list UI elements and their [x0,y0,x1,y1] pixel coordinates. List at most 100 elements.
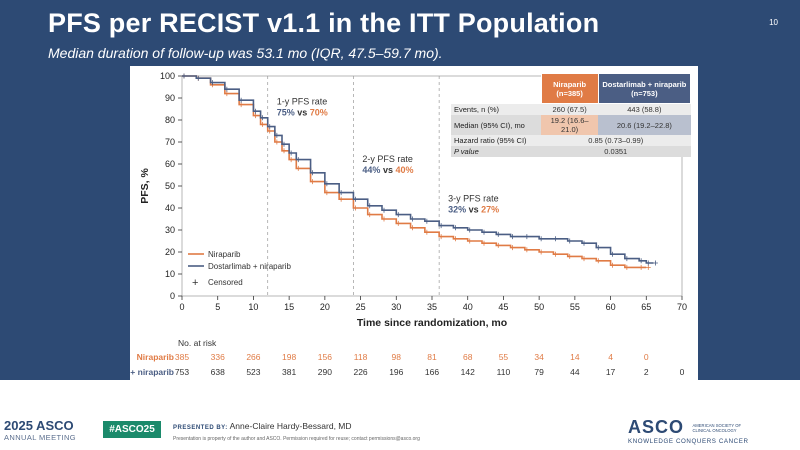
at-risk-value: 753 [175,367,189,377]
at-risk-value: 638 [211,367,225,377]
censor-mark [238,102,244,108]
censor-mark [552,236,558,242]
km-curve-dostarlimab [182,75,654,264]
at-risk-value: 4 [608,352,613,362]
censor-mark [481,240,487,246]
censor-mark [524,247,530,253]
stats-label: Median (95% CI), mo [451,115,541,135]
annotation-rate-part: 75% [277,108,295,118]
stats-value-niraparib: 19.2 (16.6–21.0) [541,115,599,135]
annotation-label: 3-y PFS rate [448,193,499,203]
y-tick-label: 60 [165,159,175,169]
slide-number: 10 [769,18,778,27]
at-risk-value: 196 [389,367,403,377]
at-risk-value: 198 [282,352,296,362]
stats-row-hazard-ratio: Hazard ratio (95% CI) 0.85 (0.73–0.99) [451,135,691,146]
censor-mark [410,225,416,231]
asco-wordmark: ASCO [628,417,685,437]
annotation-rate-part: vs [380,165,395,175]
censor-mark [510,234,516,240]
annotation-rate-part: vs [466,204,481,214]
x-tick-label: 70 [677,302,687,312]
annotation-rates: 75% vs 70% [277,108,328,118]
censor-mark [410,216,416,222]
y-tick-label: 90 [165,93,175,103]
censor-mark [481,229,487,235]
censor-mark [295,165,301,171]
censor-mark [288,157,294,163]
censor-mark [310,179,316,185]
x-tick-label: 55 [570,302,580,312]
at-risk-value: 34 [534,352,544,362]
asco-tagline: KNOWLEDGE CONQUERS CANCER [628,438,749,445]
censor-mark [238,97,244,103]
stats-value-dostarlimab: 20.6 (19.2–22.8) [598,115,691,135]
annotation-label: 2-y PFS rate [362,154,413,164]
censor-mark [288,150,294,156]
y-tick-label: 40 [165,203,175,213]
censor-mark [224,91,230,97]
censor-mark [295,157,301,163]
y-tick-label: 30 [165,225,175,235]
x-tick-label: 5 [215,302,220,312]
at-risk-value: 17 [606,367,616,377]
at-risk-value: 381 [282,367,296,377]
x-tick-label: 0 [179,302,184,312]
annotation-label: 1-y PFS rate [277,97,328,107]
stats-value-niraparib: 260 (67.5) [541,103,599,115]
at-risk-value: 266 [246,352,260,362]
annotation-rate-part: 27% [481,204,499,214]
at-risk-value: 0 [680,367,685,377]
censor-mark [274,132,280,138]
censor-mark [324,181,330,187]
censor-mark [567,253,573,259]
censor-mark [424,218,430,224]
stats-label: Hazard ratio (95% CI) [451,135,541,146]
at-risk-value: 290 [318,367,332,377]
y-tick-label: 100 [160,71,175,81]
stats-row-events: Events, n (%) 260 (67.5) 443 (58.8) [451,103,691,115]
censor-mark [624,256,630,262]
x-tick-label: 30 [391,302,401,312]
censor-mark [552,251,558,257]
at-risk-row-label: Dostarlimab + niraparib [130,367,174,377]
censor-mark [381,207,387,213]
y-tick-label: 50 [165,181,175,191]
at-risk-value: 98 [392,352,402,362]
meeting-logo: 2025 ASCO ANNUAL MEETING [4,418,76,442]
at-risk-value: 110 [497,367,511,377]
slide-subtitle: Median duration of follow-up was 53.1 mo… [48,45,443,61]
censor-mark [438,234,444,240]
annotation-rate-part: vs [295,108,310,118]
censor-mark [324,190,330,196]
at-risk-value: 118 [354,352,368,362]
at-risk-value: 156 [318,352,332,362]
at-risk-value: 0 [644,352,649,362]
at-risk-value: 14 [570,352,580,362]
censor-mark [252,108,258,114]
censor-mark [524,234,530,240]
x-tick-label: 45 [498,302,508,312]
y-tick-label: 20 [165,247,175,257]
censor-mark [567,238,573,244]
stats-value-hazard-ratio: 0.85 (0.73–0.99) [541,135,691,146]
censor-mark [352,196,358,202]
censor-mark [538,236,544,242]
x-tick-label: 60 [606,302,616,312]
censor-mark [252,113,258,119]
at-risk-value: 166 [425,367,439,377]
censor-mark [195,75,201,81]
censor-mark [281,148,287,154]
censor-mark [495,231,501,237]
km-curve-niraparib [182,75,647,269]
hashtag-badge: #ASCO25 [103,421,161,438]
censor-mark [638,258,644,264]
y-tick-label: 10 [165,269,175,279]
censor-mark [224,86,230,92]
stats-header-niraparib: Niraparib (n=385) [540,73,599,104]
at-risk-value: 2 [644,367,649,377]
at-risk-value: 385 [175,352,189,362]
legend-label-dostarlimab: Dostarlimab + niraparib [208,262,291,271]
y-tick-label: 80 [165,115,175,125]
